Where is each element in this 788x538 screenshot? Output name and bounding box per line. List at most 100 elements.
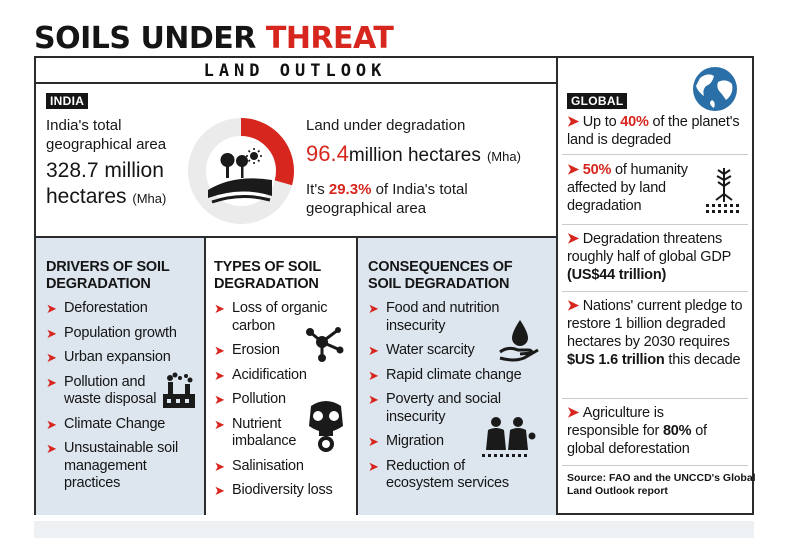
degradation-unit: (Mha) (486, 149, 521, 164)
pct-prefix: It's (306, 181, 329, 198)
heading-line: DRIVERS OF SOIL (46, 259, 170, 275)
list-item: ➤ Acidification (214, 366, 307, 383)
global-fact-2: ➤ 50% of humanity affected by land degra… (567, 162, 688, 214)
degradation-number: 96.4 (306, 141, 349, 166)
degradation-donut (188, 118, 294, 224)
item-text: Population growth (64, 324, 177, 341)
divider (356, 238, 358, 515)
consequences-list: ➤ Food and nutrition insecurity ➤ Water sc… (368, 300, 552, 500)
india-area-value-line: hectares (46, 185, 127, 208)
pct-value: 29.3% (328, 181, 372, 198)
list-item: ➤ Rapid climate change (368, 366, 522, 383)
fact-text: this decade (664, 352, 741, 368)
item-text: Erosion (232, 342, 280, 358)
item-text: Loss of organic carbon (232, 300, 328, 334)
heading-line: CONSEQUENCES OF (368, 259, 513, 275)
heading-line: DEGRADATION (46, 276, 151, 292)
global-fact-5: ➤ Agriculture is responsible for 80% of … (567, 405, 707, 457)
fact-text: Nations' current pledge to restore 1 bil… (567, 298, 743, 350)
degradation-number-unit: million hectares (348, 145, 481, 166)
divider (562, 154, 748, 155)
drivers-heading: DRIVERS OF SOIL DEGRADATION (46, 259, 170, 293)
land-icon (208, 148, 272, 204)
global-fact-4: ➤ Nations' current pledge to restore 1 b… (567, 298, 743, 368)
item-text: Deforestation (64, 300, 148, 316)
item-text: Food and nutrition insecurity (386, 300, 500, 334)
donut-arc (188, 118, 294, 224)
item-text: Salinisation (232, 457, 304, 474)
types-panel (206, 238, 356, 515)
fact-text: of the planet's land is degraded (567, 114, 740, 148)
item-text: Urban expansion (64, 349, 171, 365)
degradation-value: 96.4million hectares (Mha) (306, 140, 521, 171)
item-text: Climate Change (64, 415, 166, 432)
item-text: Acidification (232, 366, 307, 383)
list-item: ➤ Urban expansion (46, 349, 171, 365)
subtitle: LAND OUTLOOK (34, 58, 556, 84)
item-text: Rapid climate change (386, 366, 522, 383)
list-item: ➤ Erosion (214, 342, 280, 358)
types-list: ➤ Loss of organic carbon ➤ Erosion ➤ Acidif… (214, 300, 354, 507)
page-title: SOILS UNDER THREAT (34, 21, 394, 56)
india-area-label: India's total geographical area (46, 116, 166, 154)
list-item: ➤ Deforestation (46, 300, 148, 316)
india-label: INDIA (46, 93, 89, 109)
degradation-label: Land under degradation (306, 117, 466, 134)
title-part1: SOILS UNDER (34, 21, 266, 56)
types-heading: TYPES OF SOIL DEGRADATION (214, 259, 321, 293)
list-item: ➤ Pollution and waste disposal (46, 373, 157, 408)
fact-highlight: 50% (582, 162, 612, 178)
consequences-heading: CONSEQUENCES OF SOIL DEGRADATION (368, 259, 513, 293)
divider (556, 86, 558, 515)
divider (562, 465, 748, 466)
migration-icon (482, 417, 536, 457)
divider (562, 224, 748, 225)
list-item: ➤ Biodiversity loss (214, 482, 333, 498)
list-item: ➤ Salinisation (214, 457, 304, 474)
heading-line: SOIL DEGRADATION (368, 276, 510, 292)
fact-text: Degradation threatens roughly half of gl… (567, 231, 731, 265)
item-text: Migration (386, 433, 444, 449)
item-text: Biodiversity loss (232, 482, 333, 498)
drivers-list: ➤ Deforestation ➤ Population growth ➤ Urban… (46, 300, 202, 500)
fact-highlight: 80% (662, 423, 692, 439)
item-text: Poverty and social insecurity (386, 391, 501, 425)
consequences-panel (358, 238, 556, 515)
list-item: ➤ Population growth (46, 324, 177, 341)
factory-icon (163, 372, 195, 408)
fact-text: of humanity affected by land degradation (567, 162, 688, 214)
list-item: ➤ Nutrient imbalance (214, 415, 297, 450)
molecule-icon (306, 327, 344, 362)
india-area-text: India's total (46, 117, 122, 134)
globe-icon (693, 67, 737, 111)
india-area-value-line: 328.7 million (46, 159, 164, 182)
fact-highlight: (US$44 trillion) (567, 267, 667, 283)
divider (562, 398, 748, 399)
gas-mask-icon (309, 401, 343, 452)
fact-text: Agriculture is responsible for (567, 405, 664, 439)
item-text: Pollution and waste disposal (64, 373, 157, 408)
list-item: ➤ Climate Change (46, 415, 166, 432)
list-item: ➤ Poverty and social insecurity (368, 391, 501, 425)
list-item: ➤ Reduction of ecosystem services (368, 457, 509, 492)
fact-text: of global deforestation (567, 423, 707, 457)
water-hand-icon (499, 320, 539, 362)
item-text: Nutrient imbalance (232, 415, 297, 450)
plant-soil-icon (706, 168, 739, 213)
list-item: ➤ Migration (368, 433, 444, 449)
global-fact-3: ➤ Degradation threatens roughly half of … (567, 231, 731, 283)
list-item: ➤ Loss of organic carbon (214, 300, 328, 334)
fact-highlight: 40% (620, 114, 649, 130)
title-part2: THREAT (265, 21, 394, 56)
divider (562, 291, 748, 292)
heading-line: TYPES OF SOIL (214, 259, 321, 275)
list-item: ➤ Food and nutrition insecurity (368, 300, 500, 334)
item-text: Pollution (232, 391, 286, 407)
item-text: Reduction of ecosystem services (386, 457, 509, 492)
global-fact-1: ➤ Up to 40% of the planet's land is degr… (567, 114, 740, 148)
india-area-text: geographical area (46, 136, 167, 153)
pct-suffix: of India's total geographical area (306, 181, 468, 217)
global-label: GLOBAL (567, 93, 628, 109)
list-item: ➤ Pollution (214, 391, 286, 407)
